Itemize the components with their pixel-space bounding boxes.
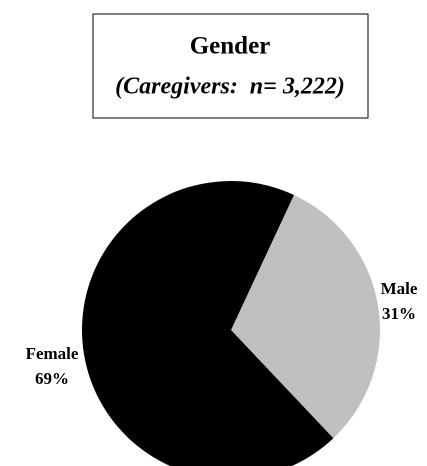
pie-slice	[82, 181, 334, 466]
slice-label: Male	[381, 279, 418, 298]
slice-value-label: 69%	[35, 369, 69, 388]
chart-title: Gender	[190, 33, 271, 60]
slice-label: Female	[26, 344, 79, 363]
title-box	[92, 13, 369, 119]
pie-slice	[231, 194, 381, 439]
slice-value-label: 31%	[382, 304, 416, 323]
chart-subtitle: (Caregivers: n= 3,222)	[115, 74, 345, 100]
